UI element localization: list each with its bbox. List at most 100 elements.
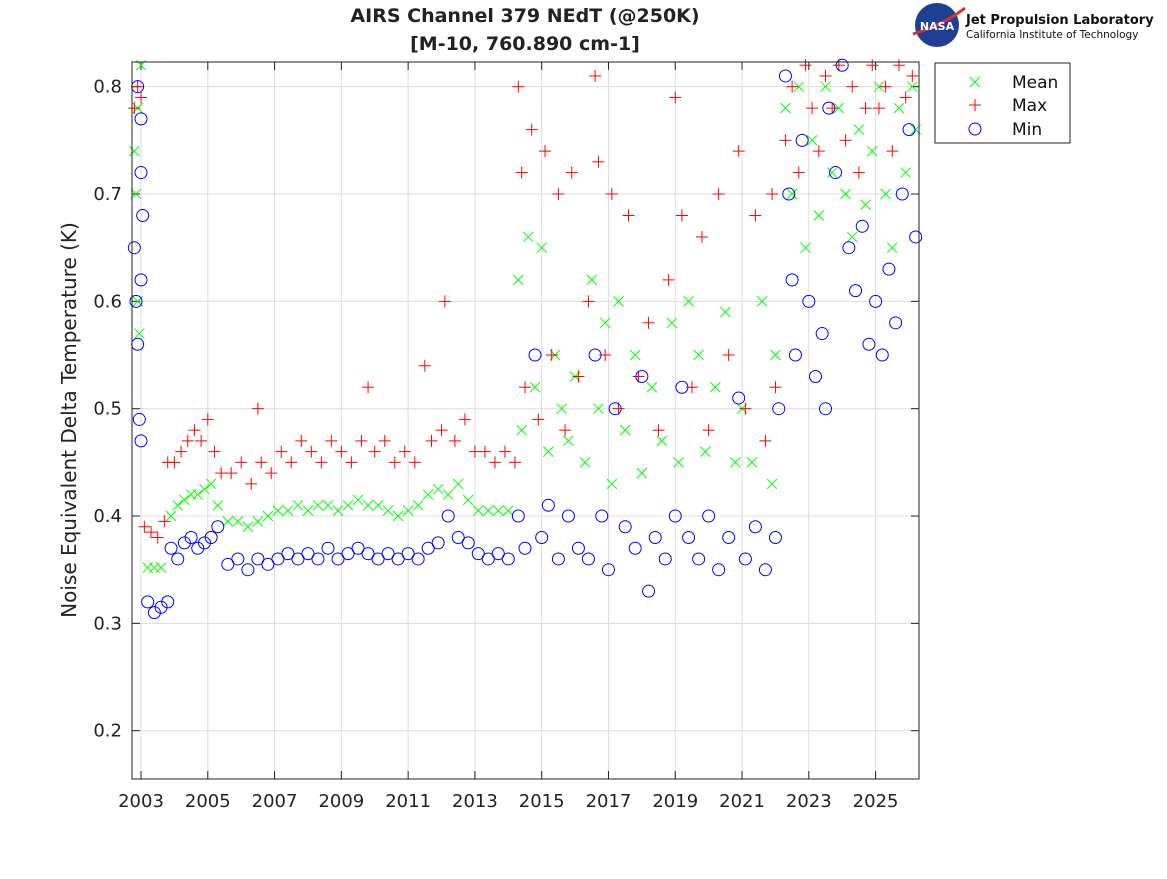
data-markers	[127, 58, 923, 620]
mean-point	[252, 516, 264, 527]
max-point	[388, 456, 401, 469]
max-point	[612, 402, 625, 415]
legend-marker-max-icon	[969, 99, 981, 111]
min-point	[321, 541, 335, 555]
mean-point	[606, 478, 618, 490]
mean-point	[579, 457, 591, 468]
min-point	[648, 530, 662, 544]
max-point	[886, 145, 899, 158]
mean-point	[719, 306, 731, 318]
max-point	[839, 134, 852, 147]
max-point	[766, 188, 779, 201]
min-point	[571, 541, 585, 555]
max-point	[532, 413, 545, 426]
min-point	[421, 541, 435, 555]
max-point	[906, 69, 919, 82]
mean-point	[656, 435, 668, 447]
max-point	[208, 445, 221, 458]
min-point	[842, 241, 856, 255]
max-point	[846, 80, 859, 93]
max-point	[408, 456, 421, 469]
mean-point	[292, 499, 304, 511]
min-point	[241, 563, 255, 577]
min-point	[511, 509, 525, 523]
max-point	[131, 80, 144, 93]
mean-point	[472, 505, 484, 517]
mean-point	[130, 188, 142, 200]
min-point	[184, 530, 198, 544]
max-point	[832, 59, 845, 72]
min-point	[291, 552, 305, 566]
mean-point	[262, 510, 274, 522]
x-tick-label: 2021	[719, 791, 765, 812]
min-point	[134, 112, 148, 126]
min-point	[381, 547, 395, 561]
mean-point	[522, 231, 534, 243]
min-point	[869, 294, 883, 308]
mean-point	[840, 188, 851, 200]
max-point	[582, 295, 595, 308]
max-point	[201, 413, 214, 426]
mean-point	[302, 505, 314, 517]
min-point	[822, 101, 836, 115]
legend: Mean Max Min	[934, 62, 1071, 144]
max-point	[315, 456, 328, 469]
mean-point	[730, 457, 741, 468]
min-point	[127, 241, 141, 255]
mean-point	[800, 242, 811, 254]
max-point	[652, 424, 665, 437]
mean-point	[770, 349, 781, 361]
min-point	[692, 552, 706, 566]
min-point	[161, 595, 175, 609]
min-point	[778, 69, 792, 83]
max-point	[151, 531, 164, 544]
max-point	[749, 209, 762, 222]
x-tick-label: 2005	[185, 791, 231, 812]
max-point	[879, 80, 892, 93]
max-point	[512, 80, 525, 93]
max-point	[265, 467, 278, 480]
min-point	[535, 530, 549, 544]
min-point	[772, 402, 786, 416]
max-point	[478, 445, 491, 458]
min-point	[658, 552, 672, 566]
mean-point	[906, 81, 918, 93]
max-point	[508, 456, 521, 469]
mean-point	[382, 505, 394, 517]
mean-point	[820, 81, 831, 93]
mean-point	[860, 199, 871, 211]
min-point	[351, 541, 365, 555]
max-point	[255, 456, 268, 469]
max-point	[675, 209, 688, 222]
max-point	[135, 91, 148, 104]
mean-point	[222, 516, 234, 527]
mean-point	[492, 505, 504, 517]
series-mean	[128, 59, 922, 573]
max-point	[722, 349, 735, 362]
mean-point	[746, 457, 758, 468]
max-point	[425, 434, 438, 447]
min-point	[136, 208, 150, 222]
max-point	[175, 445, 188, 458]
mean-point	[452, 478, 464, 490]
max-point	[622, 209, 635, 222]
max-point	[215, 467, 228, 480]
min-point	[311, 552, 325, 566]
mean-point	[833, 102, 845, 114]
mean-point	[673, 457, 684, 468]
max-point	[468, 445, 481, 458]
min-point	[768, 530, 782, 544]
max-point	[362, 381, 375, 394]
mean-point	[205, 478, 217, 490]
max-point	[398, 445, 411, 458]
max-point	[892, 59, 905, 72]
max-point	[325, 434, 338, 447]
max-point	[355, 434, 368, 447]
max-point	[181, 434, 194, 447]
max-point	[565, 166, 578, 179]
max-point	[759, 434, 772, 447]
max-point	[702, 424, 715, 437]
min-point	[835, 58, 849, 72]
mean-point	[629, 349, 641, 361]
max-point	[285, 456, 298, 469]
